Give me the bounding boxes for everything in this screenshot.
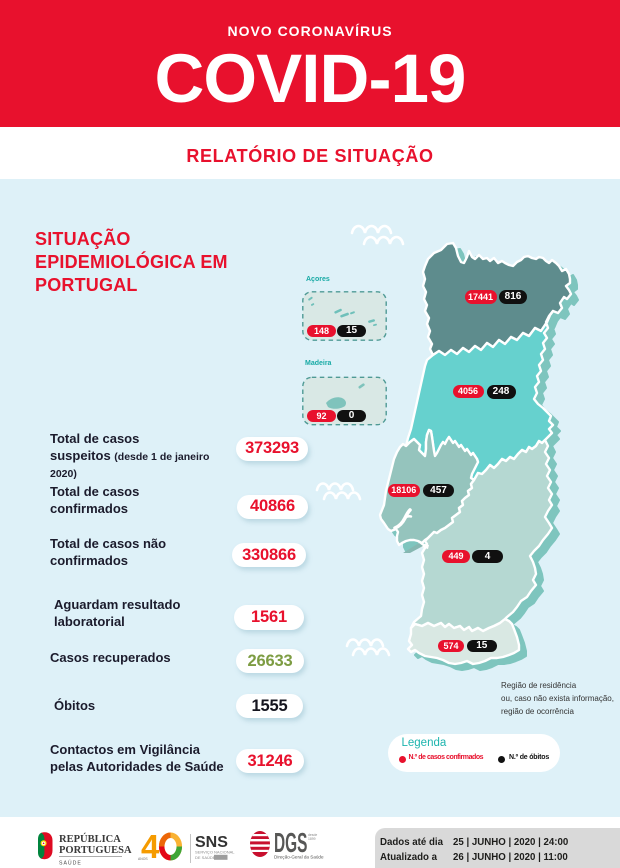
svg-text:Direção-Geral da Saúde: Direção-Geral da Saúde bbox=[274, 855, 324, 860]
svg-text:SAÚDE: SAÚDE bbox=[59, 860, 82, 867]
svg-text:1899: 1899 bbox=[308, 837, 316, 841]
svg-text:SNS: SNS bbox=[195, 834, 228, 851]
svg-text:SERVIÇO NACIONAL: SERVIÇO NACIONAL bbox=[195, 850, 235, 855]
svg-text:4: 4 bbox=[141, 830, 160, 865]
svg-text:REPÚBLICA: REPÚBLICA bbox=[59, 833, 121, 845]
svg-text:ANOS: ANOS bbox=[138, 857, 148, 861]
svg-text:DE SAÚDE: DE SAÚDE bbox=[195, 855, 216, 860]
svg-text:DGS: DGS bbox=[274, 828, 307, 858]
svg-text:PORTUGUESA: PORTUGUESA bbox=[59, 845, 132, 856]
svg-text:desde: desde bbox=[308, 833, 317, 837]
